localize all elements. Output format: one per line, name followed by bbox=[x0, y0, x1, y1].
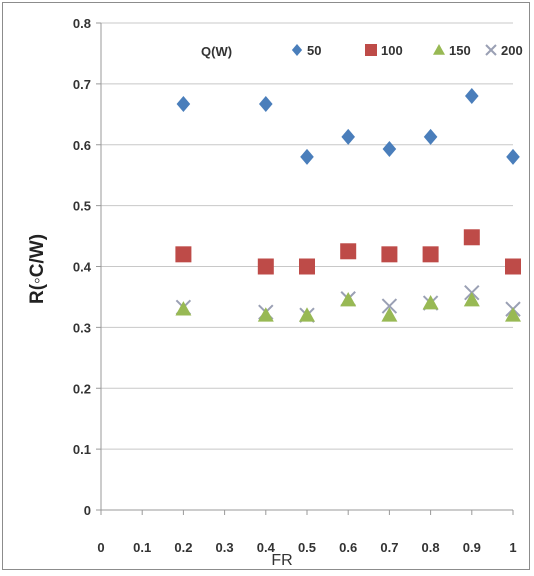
point-series-150 bbox=[422, 295, 439, 310]
grid-lines bbox=[101, 22, 513, 450]
point-series-200-stroke bbox=[381, 298, 398, 314]
legend-label-50: 50 bbox=[307, 43, 321, 58]
y-tick-label: 0.4 bbox=[73, 260, 92, 275]
x-tick-label: 0.9 bbox=[463, 540, 481, 555]
y-tick-label: 0.2 bbox=[73, 381, 91, 396]
point-series-150 bbox=[463, 291, 480, 307]
point-series-100 bbox=[381, 246, 398, 263]
data-points bbox=[175, 88, 521, 323]
point-series-150 bbox=[505, 307, 521, 322]
legend: Q(W) 50 100 150 200 bbox=[201, 43, 523, 59]
x-tick-label: 0.7 bbox=[380, 540, 398, 555]
point-series-50 bbox=[259, 95, 273, 112]
y-tick-labels: 0 0.1 0.2 0.3 0.4 0.5 0.6 0.7 0.8 bbox=[73, 16, 92, 518]
x-tick-label: 0.6 bbox=[339, 540, 357, 555]
point-series-50 bbox=[506, 148, 520, 165]
x-axis-label: FR bbox=[271, 552, 292, 569]
legend-marker-200-stroke bbox=[485, 44, 497, 56]
point-series-100 bbox=[463, 229, 480, 246]
y-tick-label: 0.3 bbox=[73, 320, 91, 335]
x-tick-label: 0.8 bbox=[422, 540, 440, 555]
axes bbox=[96, 22, 514, 515]
x-tick-label: 0.4 bbox=[257, 540, 276, 555]
point-series-100 bbox=[422, 246, 439, 263]
x-tick-label: 1 bbox=[509, 540, 516, 555]
point-series-100 bbox=[175, 246, 192, 263]
point-series-150 bbox=[299, 307, 315, 322]
legend-label-100: 100 bbox=[381, 43, 403, 58]
x-tick-label: 0.3 bbox=[216, 540, 234, 555]
point-series-50 bbox=[300, 148, 314, 165]
y-tick-label: 0.5 bbox=[73, 199, 91, 214]
x-tick-labels: 0 0.1 0.2 0.3 0.4 0.5 0.6 0.7 0.8 0.9 1 bbox=[97, 540, 516, 555]
legend-marker-200 bbox=[485, 44, 497, 56]
legend-label-150: 150 bbox=[449, 43, 471, 58]
point-series-200 bbox=[381, 298, 398, 314]
chart-frame: 0 0.1 0.2 0.3 0.4 0.5 0.6 0.7 0.8 0 0.1 0.2 0.3 0.4 0… bbox=[2, 2, 530, 570]
point-series-50 bbox=[176, 95, 191, 112]
x-tick-label: 0 bbox=[97, 540, 104, 555]
y-axis-label: R(◦C/W) bbox=[27, 234, 48, 304]
point-series-50 bbox=[465, 88, 479, 105]
y-tick-label: 0.6 bbox=[73, 138, 91, 153]
y-tick-label: 0.1 bbox=[73, 442, 91, 457]
legend-label-200: 200 bbox=[501, 43, 523, 58]
point-series-100 bbox=[257, 258, 274, 275]
legend-marker-150 bbox=[433, 44, 445, 55]
legend-marker-100 bbox=[365, 44, 377, 56]
point-series-150 bbox=[340, 291, 357, 307]
y-tick-label: 0.7 bbox=[73, 77, 91, 92]
legend-title: Q(W) bbox=[201, 44, 232, 59]
point-series-100 bbox=[505, 258, 521, 275]
point-series-100 bbox=[299, 258, 315, 275]
point-series-50 bbox=[423, 128, 438, 145]
y-tick-label: 0 bbox=[84, 503, 91, 518]
x-tick-label: 0.5 bbox=[298, 540, 316, 555]
chart-svg: 00.10.20.30.40.50.60.70.8 0 0.1 0.2 0.3 0.4 0… bbox=[27, 16, 523, 569]
point-series-100 bbox=[340, 243, 357, 260]
point-series-50 bbox=[382, 141, 397, 158]
point-series-50 bbox=[341, 128, 355, 145]
y-tick-label: 0.8 bbox=[73, 16, 91, 31]
point-series-150 bbox=[257, 307, 274, 322]
point-series-150 bbox=[381, 307, 398, 322]
legend-marker-50 bbox=[291, 44, 303, 56]
x-tick-label: 0.2 bbox=[174, 540, 192, 555]
point-series-150 bbox=[175, 301, 192, 316]
x-tick-label: 0.1 bbox=[133, 540, 151, 555]
